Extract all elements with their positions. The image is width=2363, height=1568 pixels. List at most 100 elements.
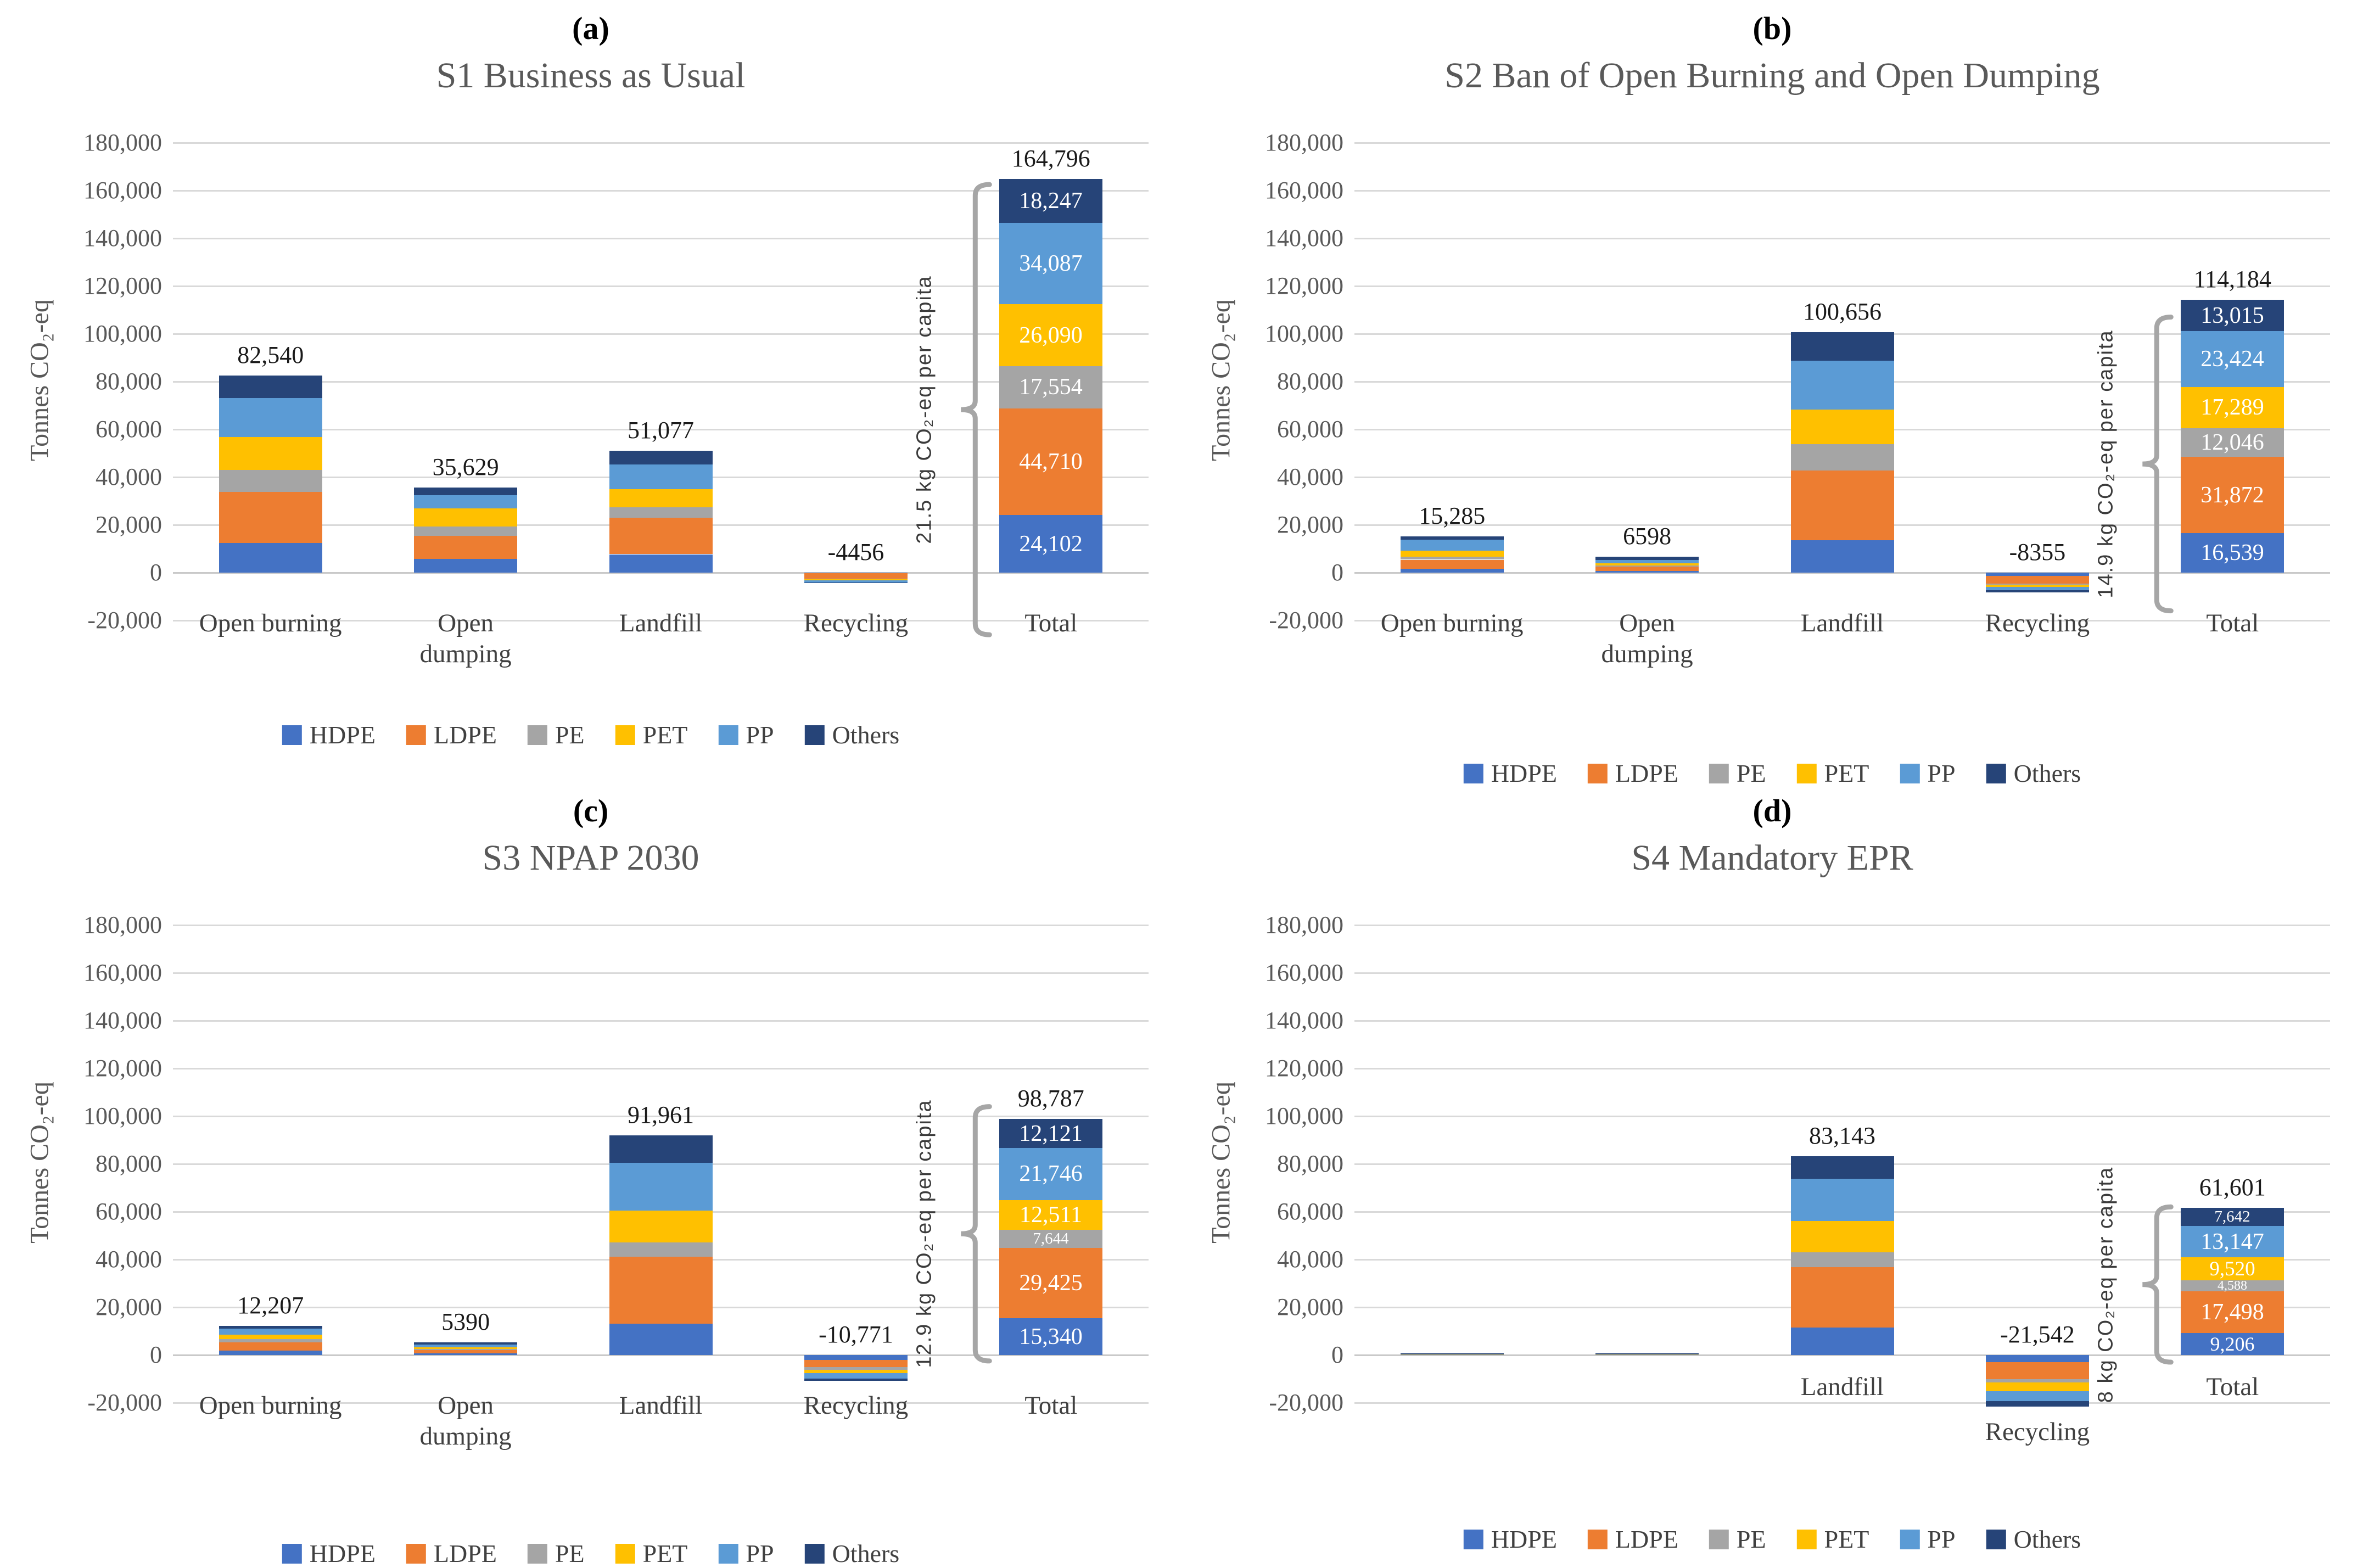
total-segment-label: 17,554 [1019,374,1083,400]
y-axis-tick-label: 20,000 [1277,511,1343,538]
y-axis-tick-label: 40,000 [1277,1246,1343,1273]
legend-item-hdpe: HDPE [1463,759,1557,788]
legend-swatch-pet [615,1543,635,1564]
bar-segment-pp [1791,1178,1894,1221]
x-axis-category-label: Recycling [1985,609,2090,637]
bar-segment-pp [1986,586,2089,591]
y-axis-title: Tonnes CO₂-eq [1206,299,1236,461]
bar-segment-others [609,1135,713,1163]
legend-item-pet: PET [1796,759,1869,788]
bar-segment-pp [1986,1391,2089,1401]
bar-total-label: 98,787 [1017,1085,1084,1112]
bar-segment-pet [804,1370,908,1373]
legend-swatch-ldpe [1587,1529,1608,1549]
bar-segment-hdpe [1401,1354,1504,1355]
bar-segment-pe [999,1230,1102,1248]
panel-letter: (b) [1752,10,1792,46]
bar-segment-hdpe [219,1350,322,1355]
total-segment-label: 9,206 [2210,1332,2255,1355]
legend-swatch-others [1986,1529,2006,1549]
bar-segment-ldpe [2181,457,2284,534]
bar-segment-pe [2181,1280,2284,1291]
gridline [1354,1116,2330,1117]
bar-segment-pe [219,469,322,492]
y-axis-tick-label: 0 [1331,1341,1343,1368]
y-axis-tick-label: 80,000 [1277,1150,1343,1177]
bar-segment-others [2181,300,2284,331]
y-axis-tick-label: 160,000 [83,959,162,986]
bar-segment-pet [1401,551,1504,557]
total-segment-label: 12,121 [1019,1121,1083,1146]
bar-total-label: -4456 [827,539,884,565]
x-axis-category-label: Open burning [199,609,342,637]
bar-segment-pet [219,437,322,470]
x-axis-category-label: Recycling [1985,1417,2090,1446]
y-axis-tick-label: 40,000 [96,1246,162,1273]
bar-segment-hdpe [1791,540,1894,573]
legend-swatch-pp [1900,763,1920,783]
per-capita-annotation: 14.9 kg CO₂-eq per capita [2094,329,2118,598]
legend-swatch-pp [718,1543,738,1564]
x-axis-category-label: Total [1024,1391,1078,1420]
legend-swatch-others [804,1543,825,1564]
legend-item-ldpe: LDPE [406,1539,497,1568]
y-axis-tick-label: 120,000 [1265,1055,1343,1082]
brace-path [2142,315,2174,614]
bar-segment-pp [2181,331,2284,387]
legend-swatch-pp [718,725,738,745]
bar-segment-ldpe [609,518,713,555]
legend-item-pet: PET [1796,1525,1869,1554]
legend-swatch-hdpe [282,725,302,745]
gridline [173,1354,1149,1356]
x-axis-category-label: Landfill [619,1391,703,1420]
x-axis-category-label: Recycling [803,609,909,637]
bar-segment-others [2181,1208,2284,1227]
gridline [1354,285,2330,287]
x-axis-category-label: Open burning [1380,609,1524,637]
legend-label: Others [832,721,900,749]
bar-segment-ldpe [2181,1291,2284,1333]
legend: HDPE LDPE PE PET PP Others [282,1539,899,1568]
chart-panel-c: (c) S3 NPAP 2030 180,000 160,000 140,000 120,… [0,782,1182,1568]
panel-letter: (a) [572,10,609,46]
y-axis-tick-label: 100,000 [1265,1102,1343,1129]
legend-label: PET [1824,1525,1869,1553]
y-axis-tick-label: 20,000 [96,1293,162,1320]
bar-segment-pp [999,222,1102,304]
bar-segment-pet [999,304,1102,367]
chart-panel-b: (b) S2 Ban of Open Burning and Open Dumpi… [1182,0,2363,787]
y-axis-tick-label: 80,000 [96,368,162,395]
y-axis-tick-label: 160,000 [1265,959,1343,986]
legend-swatch-ldpe [406,1543,426,1564]
bar-segment-ldpe [414,536,517,559]
legend-label: PE [1736,759,1766,787]
legend-item-pe: PE [1709,1525,1766,1554]
total-segment-label: 7,644 [1033,1230,1069,1248]
x-axis-category-label: Landfill [619,609,703,637]
bar-segment-hdpe [2181,1332,2284,1355]
y-axis-tick-label: 120,000 [1265,272,1343,299]
y-axis-tick-label: -20,000 [87,607,162,634]
gridline [173,1020,1149,1022]
bar-segment-others [219,1325,322,1329]
bar-segment-pet [609,1211,713,1243]
bar-segment-ldpe [1791,470,1894,541]
y-axis-tick-label: -20,000 [1269,1389,1343,1416]
gridline [1354,972,2330,974]
legend-label: LDPE [1615,1525,1678,1553]
y-axis-tick-label: 140,000 [1265,1007,1343,1034]
bar-segment-pp [609,464,713,490]
legend-swatch-pe [1709,763,1729,783]
bar-segment-others [609,450,713,465]
bar-segment-pe [1401,556,1504,560]
bar-segment-pe [219,1339,322,1343]
chart-title: S3 NPAP 2030 [482,838,699,878]
legend-item-pe: PE [527,1539,585,1568]
total-segment-label: 17,498 [2200,1299,2264,1325]
bar-total-label: -8355 [2009,539,2066,565]
bar-segment-pet [999,1200,1102,1230]
y-axis-tick-label: 60,000 [96,1198,162,1225]
bar-segment-hdpe [414,1353,517,1355]
legend-label: PP [746,1539,774,1567]
